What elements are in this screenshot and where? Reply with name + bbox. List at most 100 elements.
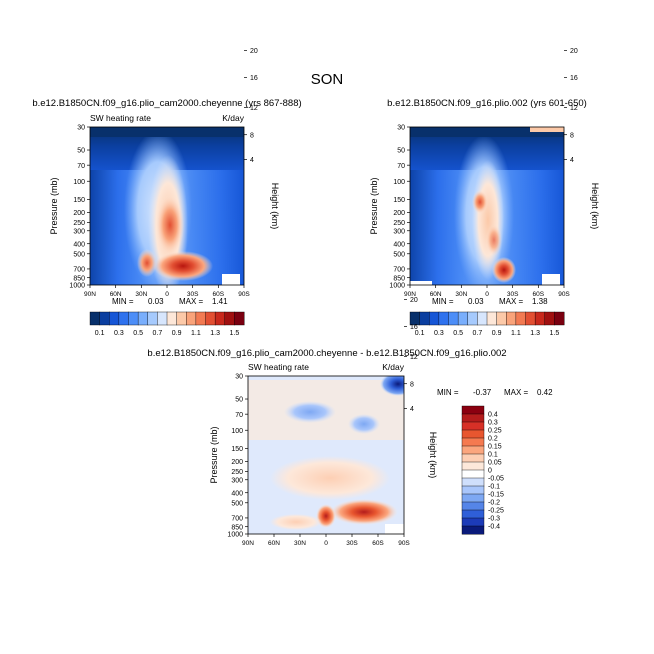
panel-3-colorbar-swatch xyxy=(461,509,485,519)
panel-1-ytick-label: 100 xyxy=(73,179,85,186)
panel-2-colorbar-swatch xyxy=(438,311,450,326)
panel-2-ytick-right-label: 16 xyxy=(570,75,578,82)
panel-1-x-ticks: 90N 60N 30N 0 30S 60S 90S xyxy=(84,285,250,298)
panel-1-ylabel: Pressure (mb) xyxy=(49,177,59,234)
panel-2-ytick-label: 250 xyxy=(393,220,405,227)
panel-3-xtick-label: 30N xyxy=(294,540,306,547)
panel-2-ytick-label: 500 xyxy=(393,251,405,258)
panel-2-xtick-label: 60S xyxy=(533,291,545,298)
panel-3-colorbar-label: -0.05 xyxy=(488,476,504,483)
panel-1-colorbar-swatch xyxy=(89,311,101,326)
panel-1-xtick-label: 60N xyxy=(110,291,122,298)
panel-3-units-label: K/day xyxy=(382,362,404,372)
panel-2-ytick-label: 30 xyxy=(397,125,405,132)
panel-1-case-title: b.e12.B1850CN.f09_g16.plio_cam2000.cheye… xyxy=(32,98,301,109)
panel-1-ylabel-right: Height (km) xyxy=(270,183,280,230)
panel-3-ytick-label: 100 xyxy=(231,428,243,435)
panel-2-ytick-right-label: 12 xyxy=(570,105,578,112)
panel-3-colorbar-swatch xyxy=(461,485,485,495)
panel-3-colorbar-label: -0.4 xyxy=(488,524,500,531)
panel-2-stratosphere-patch xyxy=(530,127,564,132)
panel-1-y-ticks-right: 20 16 12 8 4 xyxy=(244,48,258,164)
panel-1-ytick-right-label: 4 xyxy=(250,157,254,164)
panel-2-ytick-label: 200 xyxy=(393,210,405,217)
panel-3-mid-negative xyxy=(284,401,336,423)
panel-1-colorbar-swatch xyxy=(214,311,226,326)
panel-1-colorbar-label: 1.3 xyxy=(210,330,220,337)
panel-1-max-label: MAX = xyxy=(179,297,204,306)
panel-3-case-title: b.e12.B1850CN.f09_g16.plio_cam2000.cheye… xyxy=(147,348,506,359)
panel-1-colorbar-swatch xyxy=(99,311,110,326)
panel-3-ytick-label: 500 xyxy=(231,500,243,507)
panel-2-x-ticks: 90N 60N 30N 0 30S 60S 90S xyxy=(404,285,570,298)
panel-1-colorbar-swatch xyxy=(157,311,168,326)
panel-1-colorbar-label: 0.5 xyxy=(133,330,143,337)
panel-3-colorbar-swatch xyxy=(461,517,485,527)
panel-2-ytick-right-label: 8 xyxy=(570,132,574,139)
panel-1-surface-maximum xyxy=(153,251,213,281)
panel-1-colorbar-swatch xyxy=(118,311,130,326)
panel-3-xtick-label: 60S xyxy=(372,540,384,547)
panel-3-ylabel: Pressure (mb) xyxy=(209,426,219,483)
panel-3-min-value: -0.37 xyxy=(473,388,492,397)
panel-1-min-label: MIN = xyxy=(112,297,134,306)
panel-2-max-label: MAX = xyxy=(499,297,524,306)
panel-3-colorbar-swatch xyxy=(461,525,485,535)
panel-2-ytick-label: 1000 xyxy=(389,283,405,290)
panel-1-ytick-label: 200 xyxy=(73,210,85,217)
panel-1-ytick-label: 1000 xyxy=(69,283,85,290)
panel-1-ytick-label: 30 xyxy=(77,125,85,132)
panel-1-ytick-right-label: 16 xyxy=(250,75,258,82)
panel-1-colorbar-swatch xyxy=(224,311,235,326)
panel-3-colorbar-label: -0.2 xyxy=(488,500,500,507)
panel-1-xtick-label: 90N xyxy=(84,291,96,298)
panel-3-field xyxy=(248,376,404,534)
panel-3-colorbar-swatch xyxy=(461,469,485,479)
panel-3-xtick-label: 30S xyxy=(346,540,358,547)
panel-3-stratosphere-negative xyxy=(380,376,404,396)
panel-3-ytick-label: 700 xyxy=(231,516,243,523)
panel-3-tropical-positive xyxy=(270,514,322,530)
panel-3-colorbar-swatch xyxy=(461,477,485,487)
panel-1-colorbar-swatch xyxy=(128,311,139,326)
panel-2-xtick-label: 60N xyxy=(430,291,442,298)
panel-2-colorbar-swatch xyxy=(515,311,527,326)
panel-3-xtick-label: 90S xyxy=(398,540,410,547)
panel-2-ytick-label: 700 xyxy=(393,267,405,274)
panel-2-colorbar-label: 0.7 xyxy=(473,330,483,337)
panel-1-units-label: K/day xyxy=(222,113,244,123)
panel-2-xtick-label: 30N xyxy=(455,291,467,298)
panel-3-colorbar-swatch xyxy=(461,445,485,455)
panel-2-ytick-label: 850 xyxy=(393,275,405,282)
panel-1-colorbar-swatch xyxy=(166,311,178,326)
panel-2-colorbar-label: 1.5 xyxy=(550,330,560,337)
panel-2-ytick-right-label: 4 xyxy=(570,157,574,164)
panel-1-xtick-label: 0 xyxy=(165,291,169,298)
panel-3-ytick-right-label: 20 xyxy=(410,297,418,304)
panel-2-colorbar: 0.1 0.3 0.5 0.7 0.9 1.1 1.3 1.5 xyxy=(409,311,565,337)
panel-1-ytick-label: 150 xyxy=(73,197,85,204)
panel-3-max-value: 0.42 xyxy=(537,388,553,397)
panel-3-ytick-label: 150 xyxy=(231,446,243,453)
panel-2-ytick-label: 50 xyxy=(397,148,405,155)
panel-3-ytick-label: 400 xyxy=(231,490,243,497)
panel-2-colorbar-label: 0.3 xyxy=(434,330,444,337)
panel-3-colorbar-swatch xyxy=(461,405,485,415)
panel-3-colorbar-label: -0.3 xyxy=(488,516,500,523)
panel-3-max-label: MAX = xyxy=(504,388,529,397)
panel-2-surface-mask-right xyxy=(542,274,560,285)
panel-3-x-ticks: 90N 60N 30N 0 30S 60S 90S xyxy=(242,534,410,547)
panel-1-xtick-label: 60S xyxy=(213,291,225,298)
panel-3-colorbar-label: 0 xyxy=(488,468,492,475)
panel-2-colorbar-swatch xyxy=(477,311,488,326)
panel-3-colorbar-swatch xyxy=(461,429,485,439)
panel-1-ytick-label: 70 xyxy=(77,163,85,170)
figure-title: SON xyxy=(311,71,344,88)
panel-2-xtick-label: 90S xyxy=(558,291,570,298)
panel-1-ytick-right-label: 8 xyxy=(250,132,254,139)
panel-3-ytick-right-label: 4 xyxy=(410,406,414,413)
panel-1-colorbar-swatch xyxy=(195,311,207,326)
panel-1-colorbar-label: 0.9 xyxy=(172,330,182,337)
